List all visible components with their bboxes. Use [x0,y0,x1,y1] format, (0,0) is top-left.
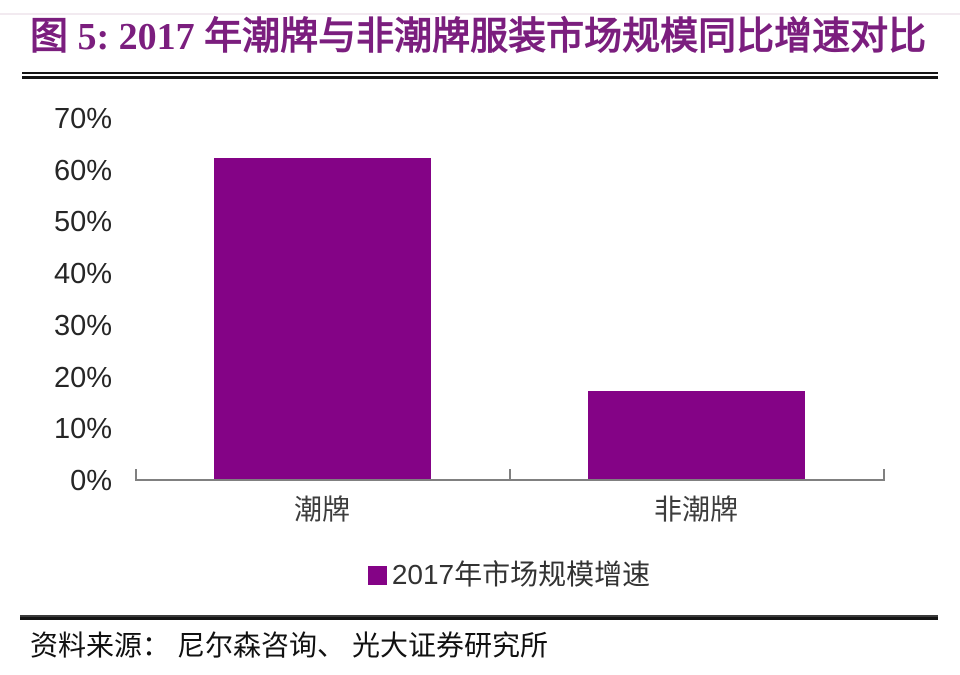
bar [214,158,431,479]
y-axis-tick-label: 0% [70,465,112,497]
chart-legend: 2017年市场规模增速 [135,560,883,590]
y-axis-tick-label: 40% [53,258,112,291]
bar-chart: 2017年市场规模增速 0% 10% 20% 30% 40% 50% 60% 70% 潮牌 非潮牌 [0,90,960,610]
top-hairline [0,13,960,15]
y-axis-tick-label: 50% [53,206,112,239]
x-axis-tick [509,469,511,481]
y-axis-tick-label: 30% [53,309,112,342]
bar [588,391,805,479]
y-axis-tick-label: 70% [53,103,112,135]
source-divider [20,615,938,620]
y-axis-tick-label: 20% [53,361,112,394]
source-note: 资料来源： 尼尔森咨询、 光大证券研究所 [30,631,549,662]
x-axis-tick [135,469,137,481]
legend-swatch-icon [367,565,387,585]
y-axis-tick-label: 10% [53,413,112,446]
figure-title: 图 5: 2017 年潮牌与非潮牌服装市场规模同比增速对比 [30,16,927,58]
x-axis-tick [883,469,885,481]
x-axis-category-label: 潮牌 [293,495,350,526]
x-axis-category-label: 非潮牌 [653,495,738,526]
y-axis-tick-label: 60% [53,154,112,187]
title-divider [22,72,938,79]
legend-label: 2017年市场规模增速 [391,559,651,590]
